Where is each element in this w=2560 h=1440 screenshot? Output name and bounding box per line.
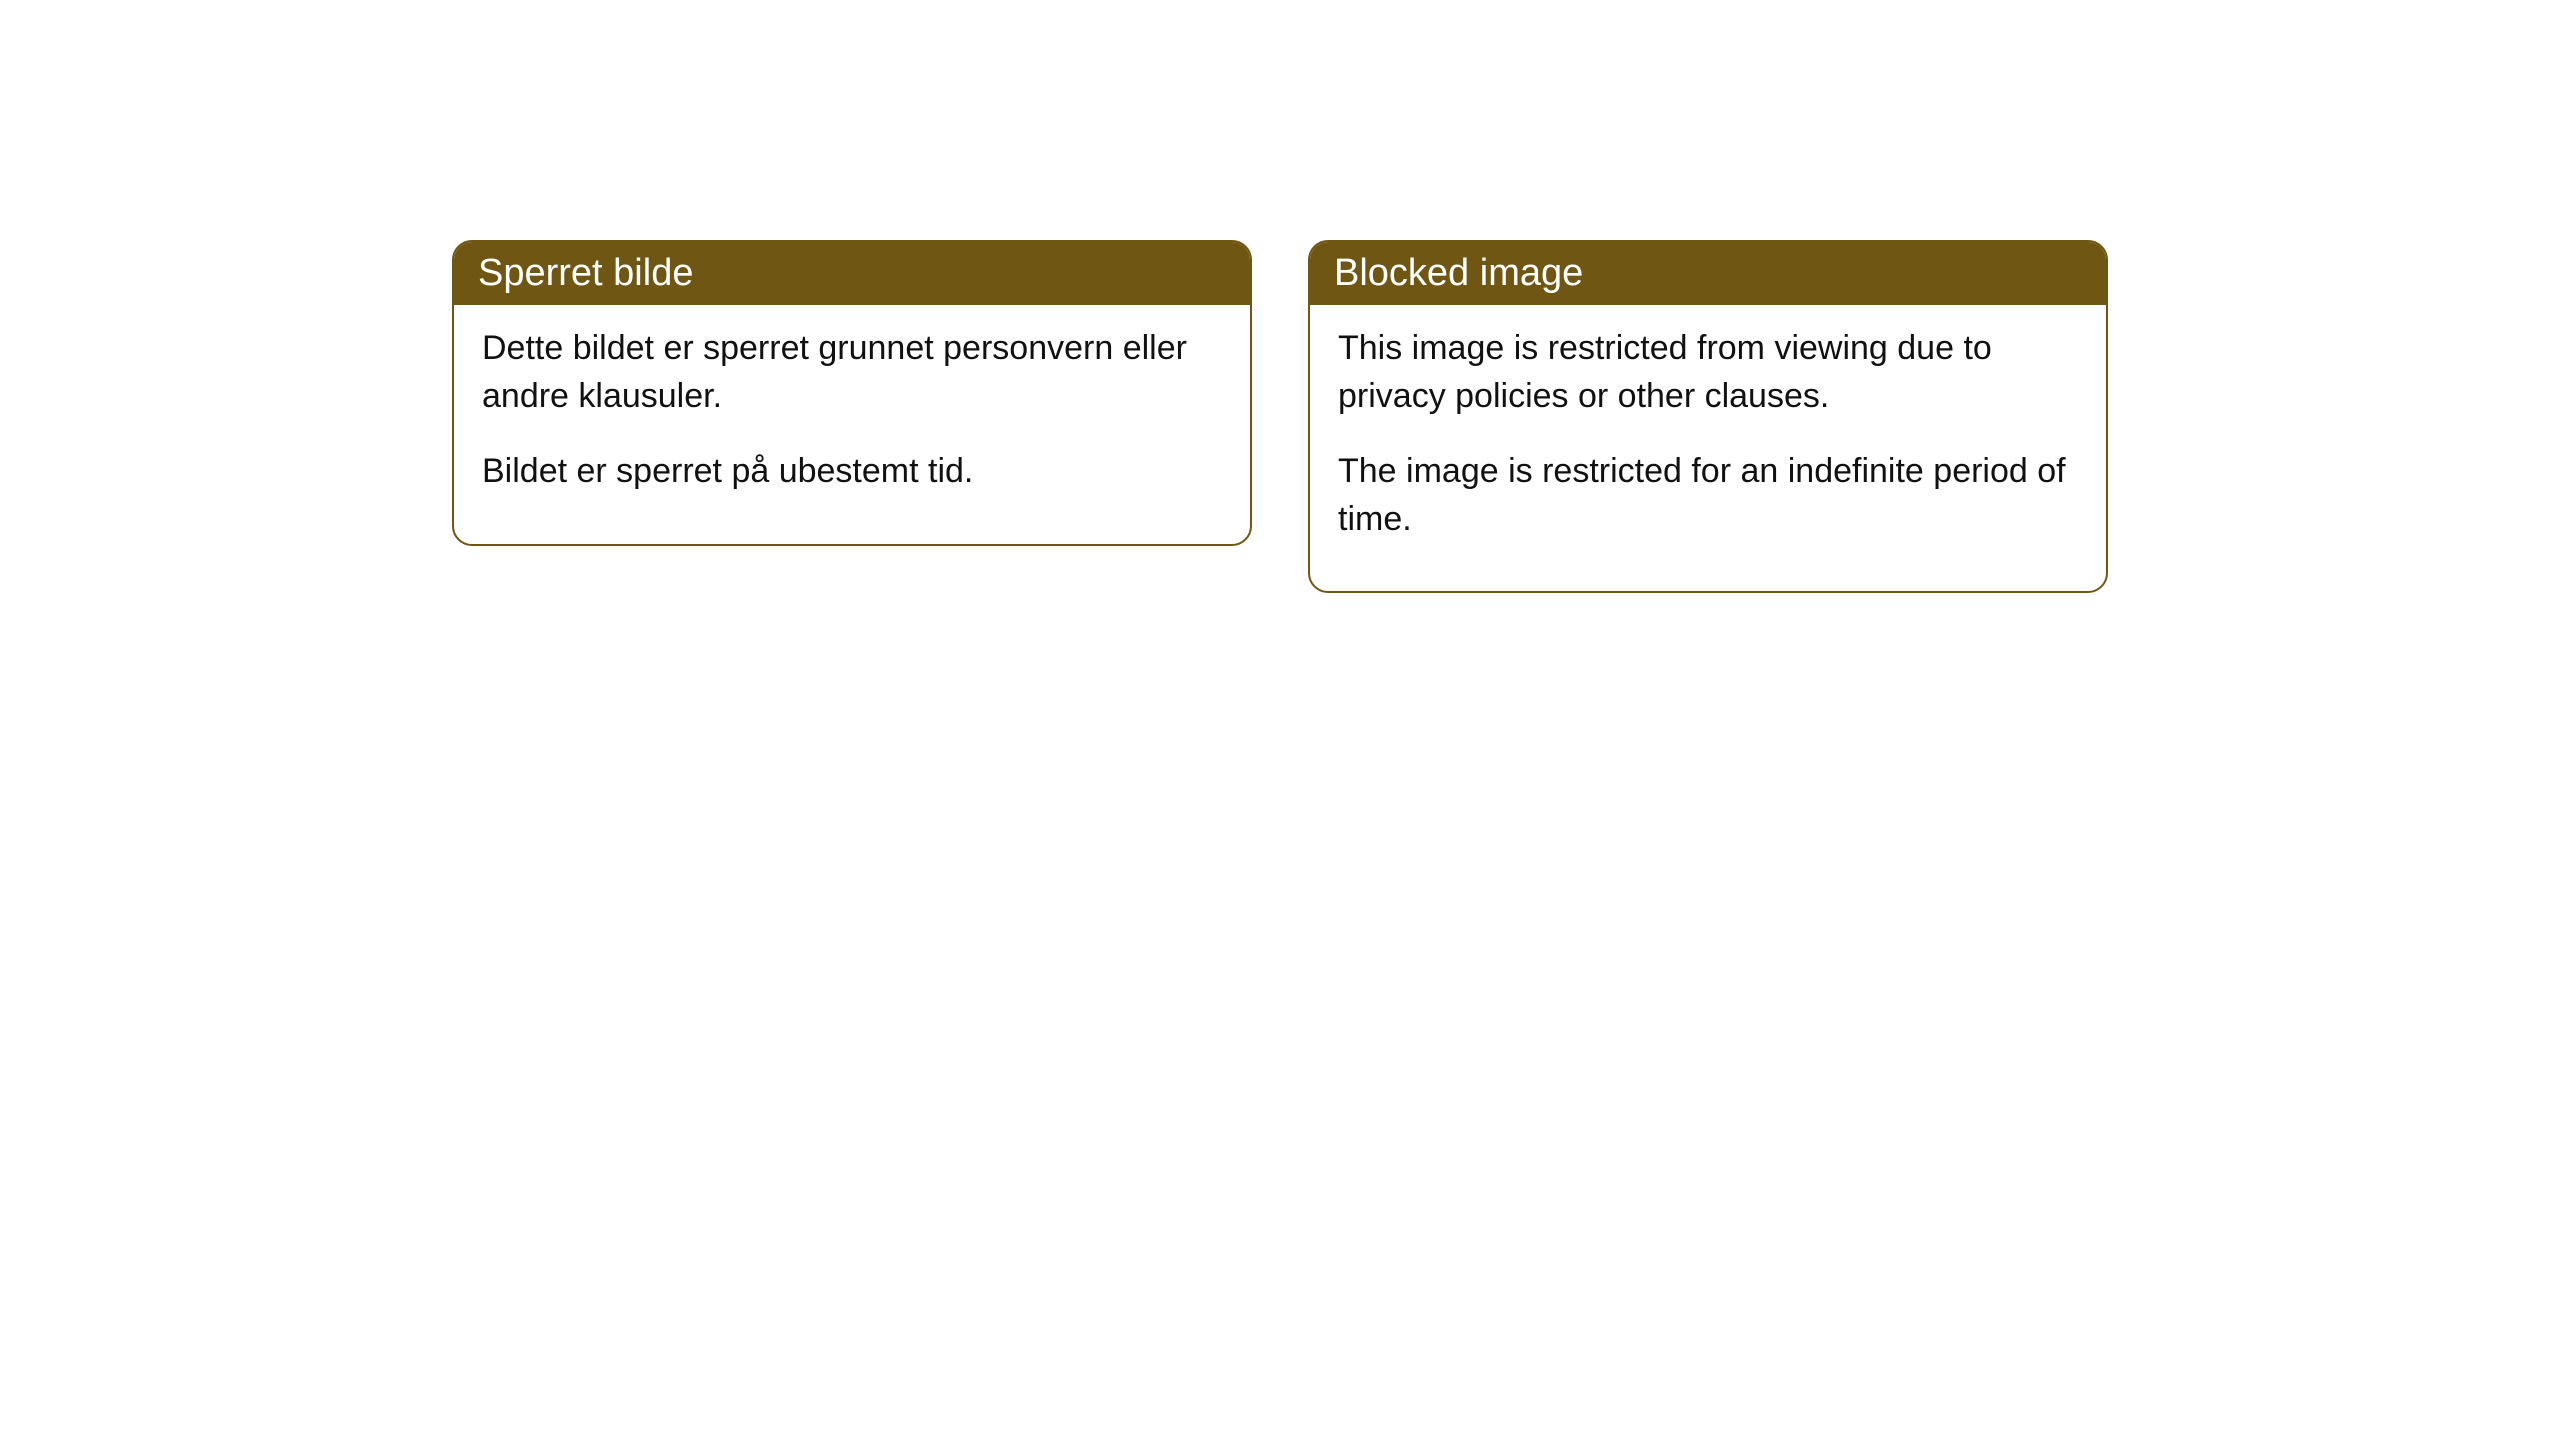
card-title: Sperret bilde — [478, 252, 693, 294]
blocked-image-card-norwegian: Sperret bilde Dette bildet er sperret gr… — [452, 240, 1252, 546]
card-body: Dette bildet er sperret grunnet personve… — [454, 305, 1250, 544]
card-paragraph: Dette bildet er sperret grunnet personve… — [482, 325, 1222, 420]
card-paragraph: This image is restricted from viewing du… — [1338, 325, 2078, 420]
card-paragraph: The image is restricted for an indefinit… — [1338, 448, 2078, 543]
cards-container: Sperret bilde Dette bildet er sperret gr… — [452, 240, 2108, 1440]
blocked-image-card-english: Blocked image This image is restricted f… — [1308, 240, 2108, 593]
card-paragraph: Bildet er sperret på ubestemt tid. — [482, 448, 1222, 496]
card-title: Blocked image — [1334, 252, 1583, 294]
card-header: Blocked image — [1310, 242, 2106, 305]
card-header: Sperret bilde — [454, 242, 1250, 305]
card-body: This image is restricted from viewing du… — [1310, 305, 2106, 591]
